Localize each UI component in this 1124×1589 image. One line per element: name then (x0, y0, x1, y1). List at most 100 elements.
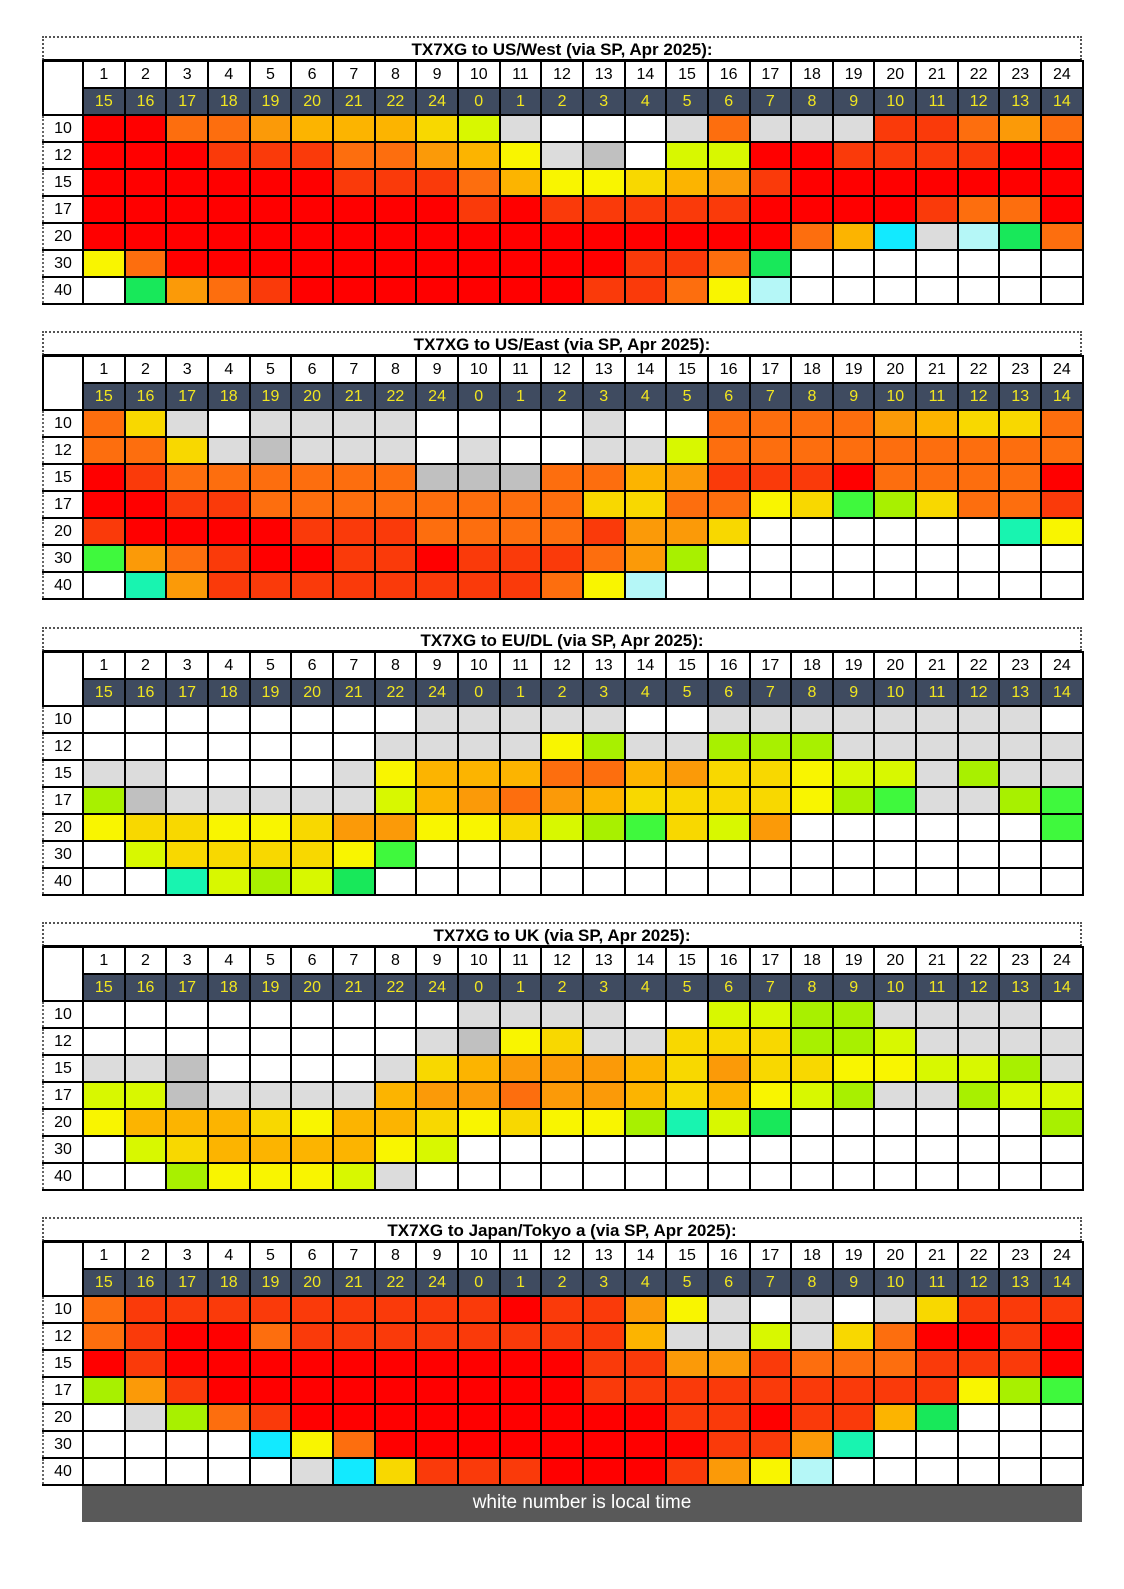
reliability-cell (373, 813, 418, 842)
local-hour: 20 (290, 973, 334, 1002)
reliability-cell (165, 1295, 209, 1324)
reliability-cell (290, 840, 334, 869)
reliability-cell (248, 813, 293, 842)
reliability-cell (123, 786, 168, 815)
reliability-cell (873, 463, 918, 492)
reliability-cell (831, 409, 876, 438)
local-hour: 14 (1040, 87, 1084, 116)
reliability-cell (331, 1376, 376, 1405)
reliability-cell (873, 840, 918, 869)
reliability-cell (915, 1430, 959, 1459)
reliability-cell (498, 195, 543, 224)
reliability-cell (123, 1108, 168, 1137)
reliability-cell (456, 1000, 501, 1029)
reliability-cell (998, 1430, 1043, 1459)
reliability-cell (623, 1054, 668, 1083)
reliability-cell (248, 705, 293, 734)
local-hour: 16 (123, 1268, 168, 1297)
local-hour: 19 (248, 973, 293, 1002)
reliability-cell (831, 141, 876, 170)
local-hour: 2 (540, 87, 584, 116)
reliability-cell (248, 1108, 293, 1137)
reliability-cell (206, 436, 251, 465)
reliability-cell (456, 1295, 501, 1324)
reliability-cell (956, 813, 1001, 842)
reliability-cell (831, 1054, 876, 1083)
reliability-cell (290, 517, 334, 546)
reliability-cell (498, 436, 543, 465)
band-label: 20 (42, 1108, 84, 1137)
reliability-cell (748, 517, 793, 546)
reliability-cell (373, 1054, 418, 1083)
reliability-cell (1040, 867, 1084, 896)
reliability-cell (665, 141, 709, 170)
utc-hour: 13 (581, 355, 626, 384)
reliability-cell (456, 463, 501, 492)
reliability-cell (831, 544, 876, 573)
reliability-cell (915, 1135, 959, 1164)
utc-hour: 12 (540, 355, 584, 384)
reliability-cell (123, 867, 168, 896)
reliability-cell (123, 705, 168, 734)
reliability-cell (873, 813, 918, 842)
reliability-cell (165, 222, 209, 251)
reliability-cell (915, 1000, 959, 1029)
reliability-cell (706, 759, 751, 788)
reliability-cell (165, 249, 209, 278)
reliability-cell (540, 463, 584, 492)
reliability-cell (373, 276, 418, 305)
reliability-cell (165, 1403, 209, 1432)
reliability-cell (831, 1322, 876, 1351)
reliability-cell (248, 1027, 293, 1056)
reliability-cell (290, 1081, 334, 1110)
reliability-cell (290, 867, 334, 896)
reliability-cell (915, 1322, 959, 1351)
corner-cell (42, 946, 84, 1002)
reliability-cell (956, 195, 1001, 224)
local-hour: 22 (373, 1268, 418, 1297)
reliability-cell (623, 222, 668, 251)
utc-hour: 6 (290, 60, 334, 89)
utc-hour: 9 (415, 60, 459, 89)
reliability-cell (831, 195, 876, 224)
band-label: 20 (42, 222, 84, 251)
reliability-cell (790, 490, 834, 519)
reliability-cell (206, 759, 251, 788)
reliability-cell (82, 705, 126, 734)
reliability-cell (748, 1054, 793, 1083)
utc-hour: 8 (373, 1241, 418, 1270)
utc-hour: 13 (581, 651, 626, 680)
reliability-cell (581, 517, 626, 546)
reliability-cell (82, 786, 126, 815)
utc-hour: 15 (665, 60, 709, 89)
reliability-cell (373, 840, 418, 869)
reliability-cell (581, 786, 626, 815)
reliability-cell (373, 463, 418, 492)
reliability-cell (706, 1322, 751, 1351)
reliability-cell (290, 141, 334, 170)
reliability-cell (82, 1403, 126, 1432)
reliability-cell (748, 1349, 793, 1378)
reliability-cell (790, 168, 834, 197)
reliability-cell (415, 1108, 459, 1137)
reliability-cell (206, 867, 251, 896)
band-label: 17 (42, 195, 84, 224)
reliability-cell (498, 222, 543, 251)
reliability-cell (540, 222, 584, 251)
reliability-cell (415, 1349, 459, 1378)
reliability-cell (706, 490, 751, 519)
band-label: 15 (42, 168, 84, 197)
local-hour: 11 (915, 973, 959, 1002)
local-hour: 20 (290, 678, 334, 707)
reliability-cell (290, 1054, 334, 1083)
reliability-cell (665, 1054, 709, 1083)
reliability-cell (706, 1403, 751, 1432)
utc-hour: 7 (331, 651, 376, 680)
reliability-cell (748, 249, 793, 278)
local-hour: 12 (956, 382, 1001, 411)
chart-title: TX7XG to EU/DL (via SP, Apr 2025): (42, 627, 1082, 651)
utc-hour: 24 (1040, 355, 1084, 384)
reliability-cell (748, 195, 793, 224)
reliability-cell (248, 1457, 293, 1486)
reliability-cell (623, 517, 668, 546)
